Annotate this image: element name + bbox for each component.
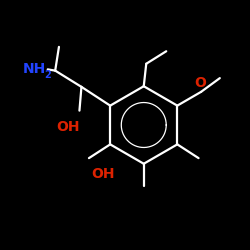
Text: OH: OH <box>56 120 80 134</box>
Text: OH: OH <box>91 168 114 181</box>
Text: NH: NH <box>23 62 46 76</box>
Text: 2: 2 <box>44 70 51 80</box>
Text: O: O <box>194 76 206 90</box>
